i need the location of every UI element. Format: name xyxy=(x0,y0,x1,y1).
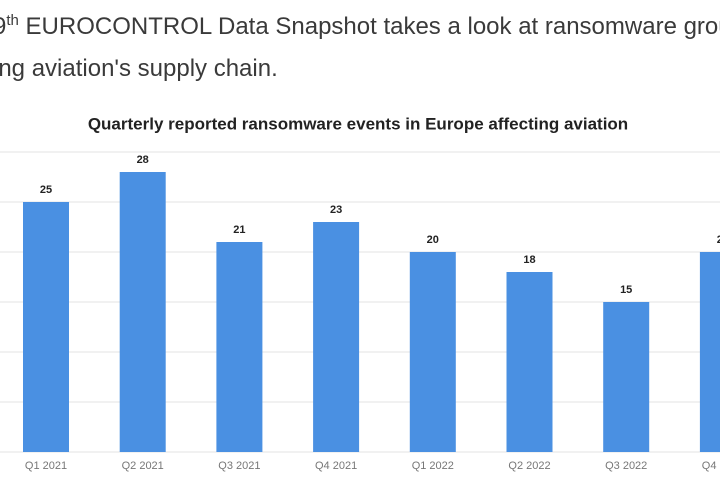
data-label: 25 xyxy=(40,184,52,196)
data-label: 20 xyxy=(717,234,720,246)
x-tick-label: Q1 2022 xyxy=(412,460,454,472)
x-tick-label: Q2 2021 xyxy=(122,460,164,472)
x-tick-label: Q1 2021 xyxy=(25,460,67,472)
intro-text: EUROCONTROL Data Snapshot takes a look a… xyxy=(18,13,720,40)
bar xyxy=(409,252,456,452)
x-tick-label: Q4 2022 xyxy=(702,460,720,472)
bar xyxy=(603,302,650,452)
bar xyxy=(699,252,720,452)
bar xyxy=(506,272,553,452)
data-label: 15 xyxy=(620,284,632,296)
intro-line: ing aviation's supply chain. xyxy=(0,55,278,82)
data-label: 21 xyxy=(233,224,245,236)
data-label: 20 xyxy=(427,234,439,246)
chart-title: Quarterly reported ransomware events in … xyxy=(88,114,628,133)
bar xyxy=(119,172,166,452)
x-tick-label: Q3 2022 xyxy=(605,460,647,472)
bar xyxy=(313,222,360,452)
bar xyxy=(23,202,69,452)
bar xyxy=(216,242,263,452)
x-tick-label: Q2 2022 xyxy=(508,460,550,472)
data-label: 23 xyxy=(330,204,342,216)
intro-sup: th xyxy=(6,12,19,29)
data-label: 28 xyxy=(137,154,149,166)
data-label: 18 xyxy=(523,254,535,266)
intro-line: 9th EUROCONTROL Data Snapshot takes a lo… xyxy=(0,12,720,41)
intro-number: 9 xyxy=(0,13,6,40)
x-tick-label: Q4 2021 xyxy=(315,460,357,472)
x-tick-label: Q3 2021 xyxy=(218,460,260,472)
